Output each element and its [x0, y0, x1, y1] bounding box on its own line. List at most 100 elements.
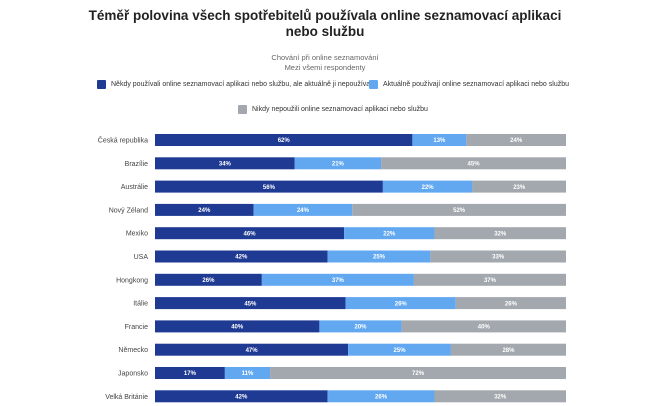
- bar-segment-row-6-series-3[interactable]: [430, 250, 566, 263]
- legend-label-series-1: Někdy používali online seznamovací aplik…: [111, 81, 374, 88]
- legend-swatch-series-1: [97, 80, 106, 89]
- value-label-row-9-series-1: 40%: [231, 325, 244, 331]
- chart-title: Téměř polovina všech spotřebitelů použív…: [0, 8, 650, 40]
- value-label-row-5-series-2: 22%: [383, 231, 396, 237]
- bar-segment-row-8-series-1[interactable]: [155, 297, 346, 310]
- value-label-row-12-series-1: 42%: [235, 395, 248, 401]
- value-label-row-4-series-1: 24%: [198, 208, 211, 214]
- bar-segment-row-7-series-1[interactable]: [155, 273, 262, 286]
- bar-segment-row-10-series-3[interactable]: [450, 343, 566, 356]
- value-label-row-6-series-2: 25%: [373, 255, 386, 261]
- bar-segment-row-3-series-2[interactable]: [382, 180, 473, 193]
- value-label-row-12-series-2: 26%: [375, 395, 388, 401]
- legend-item-series-3[interactable]: Nikdy nepoužili online seznamovací aplik…: [238, 105, 428, 114]
- value-label-row-6-series-3: 33%: [492, 255, 505, 261]
- value-label-row-11-series-1: 17%: [184, 371, 197, 377]
- value-label-row-11-series-2: 11%: [242, 371, 254, 377]
- category-label-row-8: Itálie: [133, 301, 148, 308]
- bar-segment-row-5-series-1[interactable]: [155, 227, 345, 240]
- value-label-row-3-series-1: 56%: [263, 185, 276, 191]
- category-label-row-10: Německo: [118, 347, 148, 354]
- bar-segment-row-12-series-3[interactable]: [434, 390, 566, 403]
- value-label-row-11-series-3: 72%: [412, 371, 425, 377]
- legend-item-series-1[interactable]: Někdy používali online seznamovací aplik…: [97, 80, 374, 89]
- category-label-row-7: Hongkong: [116, 277, 148, 284]
- value-label-row-4-series-2: 24%: [297, 208, 310, 214]
- bar-segment-row-11-series-3[interactable]: [270, 367, 566, 379]
- value-label-row-10-series-2: 25%: [394, 348, 407, 354]
- bar-segment-row-4-series-2[interactable]: [253, 203, 353, 216]
- value-label-row-9-series-3: 40%: [478, 325, 491, 331]
- chart-subtitle-line-2: Mezi všemi respondenty: [284, 62, 366, 72]
- category-label-row-6: USA: [134, 254, 149, 261]
- value-label-row-8-series-3: 26%: [505, 301, 518, 307]
- chart-title-line-1: Téměř polovina všech spotřebitelů použív…: [88, 8, 562, 23]
- legend-item-series-2[interactable]: Aktuálně používají online seznamovací ap…: [369, 80, 569, 89]
- category-label-row-11: Japonsko: [118, 371, 148, 378]
- bar-segment-row-1-series-1[interactable]: [155, 134, 413, 146]
- bar-segment-row-5-series-3[interactable]: [434, 227, 566, 240]
- chart-subtitle-line-1: Chování při online seznamování: [271, 53, 379, 62]
- value-label-row-8-series-1: 45%: [244, 301, 257, 307]
- value-label-row-6-series-1: 42%: [235, 255, 248, 261]
- bar-segment-row-2-series-3[interactable]: [381, 157, 566, 170]
- bar-segment-row-9-series-2[interactable]: [319, 320, 402, 333]
- bar-segment-row-9-series-1[interactable]: [155, 320, 320, 333]
- bar-segment-row-11-series-2[interactable]: [224, 367, 271, 379]
- bar-segment-row-6-series-2[interactable]: [327, 250, 431, 263]
- bar-segment-row-9-series-3[interactable]: [401, 320, 566, 333]
- bar-segment-row-10-series-2[interactable]: [348, 343, 451, 356]
- bar-segment-row-3-series-3[interactable]: [472, 180, 566, 193]
- bar-segment-row-12-series-1[interactable]: [155, 390, 328, 403]
- bar-segment-row-8-series-3[interactable]: [455, 297, 566, 310]
- value-label-row-10-series-1: 47%: [246, 348, 259, 354]
- value-label-row-5-series-3: 32%: [494, 231, 507, 237]
- bar-segment-row-3-series-1[interactable]: [155, 180, 383, 193]
- value-label-row-3-series-3: 23%: [513, 185, 526, 191]
- bar-segment-row-4-series-1[interactable]: [155, 203, 254, 216]
- bar-segment-row-1-series-2[interactable]: [412, 134, 467, 146]
- bar-segment-row-4-series-3[interactable]: [352, 203, 566, 216]
- value-label-row-12-series-3: 32%: [494, 395, 507, 401]
- bar-segment-row-5-series-2[interactable]: [344, 227, 435, 240]
- chart-subtitle: Chování při online seznamování Mezi všem…: [0, 53, 650, 72]
- category-label-row-9: Francie: [125, 324, 148, 331]
- bar-segment-row-12-series-2[interactable]: [327, 390, 435, 403]
- value-label-row-2-series-3: 45%: [468, 162, 481, 168]
- bar-segment-row-2-series-1[interactable]: [155, 157, 295, 170]
- category-label-row-3: Austrálie: [121, 184, 148, 191]
- bar-segment-row-10-series-1[interactable]: [155, 343, 349, 356]
- value-label-row-3-series-2: 22%: [422, 185, 435, 191]
- category-label-row-2: Brazílie: [125, 161, 148, 168]
- legend-swatch-series-3: [238, 105, 247, 114]
- value-label-row-2-series-2: 21%: [332, 162, 345, 168]
- bar-segment-row-7-series-3[interactable]: [413, 273, 566, 286]
- bar-segment-row-1-series-3[interactable]: [466, 134, 566, 146]
- value-label-row-7-series-3: 37%: [484, 278, 497, 284]
- bar-segment-row-7-series-2[interactable]: [261, 273, 414, 286]
- bar-segment-row-11-series-1[interactable]: [155, 367, 225, 379]
- legend-swatch-series-2: [369, 80, 378, 89]
- legend-label-series-2: Aktuálně používají online seznamovací ap…: [383, 81, 570, 88]
- value-label-row-10-series-3: 28%: [502, 348, 515, 354]
- value-label-row-8-series-2: 26%: [395, 301, 408, 307]
- value-label-row-5-series-1: 46%: [244, 231, 257, 237]
- bar-segment-row-8-series-2[interactable]: [345, 297, 456, 310]
- value-label-row-2-series-1: 34%: [219, 162, 232, 168]
- value-label-row-1-series-3: 24%: [510, 138, 523, 144]
- value-label-row-7-series-2: 37%: [332, 278, 345, 284]
- category-label-row-12: Velká Británie: [105, 394, 148, 401]
- value-label-row-9-series-2: 20%: [354, 325, 367, 331]
- legend-label-series-3: Nikdy nepoužili online seznamovací aplik…: [252, 106, 428, 113]
- category-label-row-1: Česká republika: [98, 136, 148, 145]
- category-label-row-4: Nový Zéland: [109, 207, 148, 214]
- value-label-row-1-series-2: 13%: [433, 138, 446, 144]
- value-label-row-7-series-1: 26%: [202, 278, 215, 284]
- chart-title-line-2: nebo službu: [285, 24, 365, 39]
- category-label-row-5: Mexiko: [126, 231, 148, 238]
- value-label-row-1-series-1: 62%: [278, 138, 291, 144]
- bar-segment-row-2-series-2[interactable]: [294, 157, 382, 170]
- bar-segment-row-6-series-1[interactable]: [155, 250, 328, 263]
- value-label-row-4-series-3: 52%: [453, 208, 466, 214]
